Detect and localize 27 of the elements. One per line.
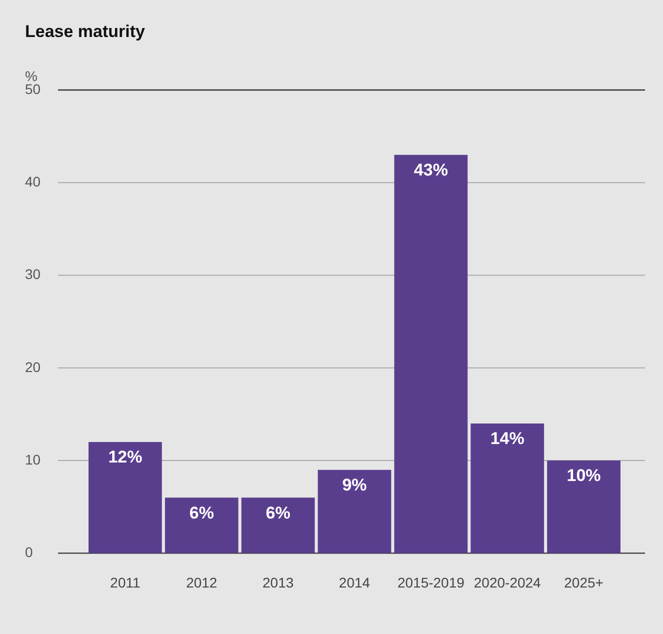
y-tick-label: 0: [25, 544, 33, 560]
data-label: 12%: [108, 448, 142, 467]
bar: [470, 424, 544, 554]
data-label: 9%: [342, 476, 367, 495]
bar: [241, 498, 315, 554]
x-tick-label: 2020-2024: [474, 574, 542, 590]
x-tick-label: 2025+: [564, 574, 604, 590]
data-label: 10%: [566, 466, 601, 486]
data-label: 6%: [189, 503, 214, 522]
bar: [547, 460, 620, 554]
x-tick-label: 2011: [110, 574, 140, 590]
y-tick-label: 20: [25, 358, 41, 375]
data-label: 14%: [490, 429, 524, 448]
bar: [164, 498, 238, 554]
bar: [88, 442, 162, 554]
y-tick-label: 10: [25, 451, 41, 468]
y-tick-label: 30: [25, 266, 41, 282]
x-tick-label: 2012: [186, 574, 218, 590]
data-label: 6%: [266, 503, 290, 522]
x-tick-label: 2014: [338, 574, 370, 590]
chart-title: Lease maturity: [25, 22, 145, 42]
data-label: 43%: [414, 160, 448, 180]
x-tick-label: 2015-2019: [397, 574, 465, 590]
y-tick-label: 40: [25, 174, 41, 190]
bar: [394, 154, 468, 554]
bar: [318, 470, 392, 554]
x-tick-label: 2013: [262, 574, 294, 590]
